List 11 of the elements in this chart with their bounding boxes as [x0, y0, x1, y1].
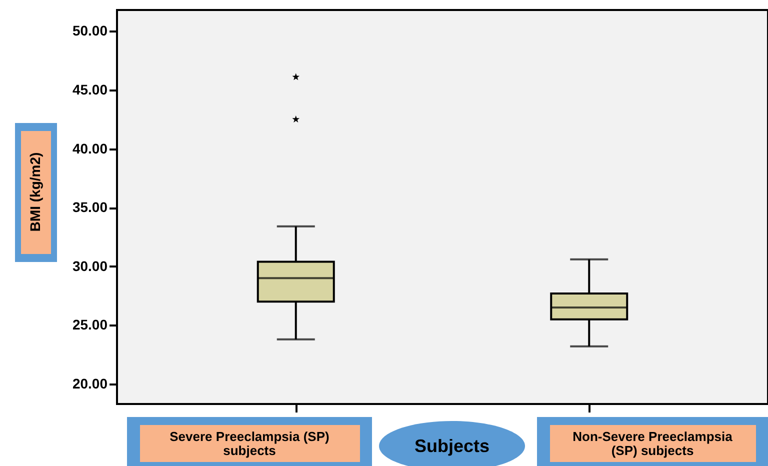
y-axis-title: BMI (kg/m2): [27, 152, 43, 232]
y-tick-label: 45.00: [72, 81, 108, 98]
y-tick-label: 25.00: [72, 316, 108, 333]
x-tick-label: Non-Severe Preeclampsia (SP) subjects: [572, 429, 734, 458]
y-tick-label: 35.00: [72, 199, 108, 216]
y-tick-label: 20.00: [72, 376, 108, 392]
x-axis-title: Subjects: [414, 436, 490, 456]
y-tick-label: 50.00: [72, 22, 108, 39]
y-tick-label: 40.00: [72, 140, 108, 156]
x-tick-label: Severe Preeclampsia (SP) subjects: [170, 429, 330, 458]
y-tick-label: 30.00: [72, 258, 108, 274]
